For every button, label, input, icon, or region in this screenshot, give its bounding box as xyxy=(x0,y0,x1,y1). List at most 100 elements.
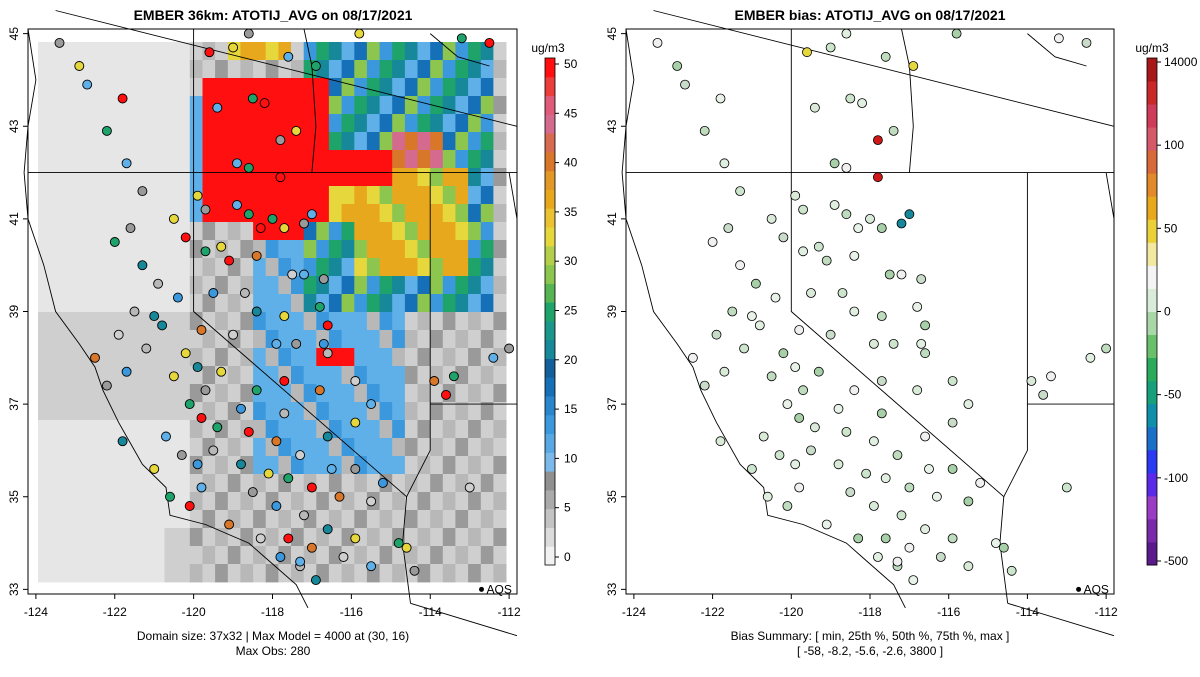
grid-cell xyxy=(88,330,102,349)
grid-cell xyxy=(328,258,342,277)
grid-cell xyxy=(76,294,90,313)
site-marker xyxy=(168,371,179,382)
bias-sites xyxy=(652,28,1111,585)
grid-cell xyxy=(265,276,279,295)
grid-cell xyxy=(366,222,380,241)
grid-cell xyxy=(50,78,64,97)
grid-cell xyxy=(468,114,482,133)
grid-cell xyxy=(278,204,292,223)
grid-cell xyxy=(354,438,368,457)
grid-cell xyxy=(139,294,153,313)
grid-cell xyxy=(38,366,52,385)
grid-cell xyxy=(404,510,418,529)
grid-cell xyxy=(189,564,203,583)
grid-cell xyxy=(392,384,406,403)
colorbar-swatch xyxy=(545,471,555,491)
colorbar-swatch xyxy=(545,170,555,190)
grid-cell xyxy=(303,384,317,403)
bias-site-marker xyxy=(825,329,836,340)
grid-cell xyxy=(278,78,292,97)
bias-site-marker xyxy=(735,260,745,271)
grid-cell xyxy=(493,114,507,133)
grid-cell xyxy=(126,474,140,493)
grid-cell xyxy=(63,474,77,493)
bias-site-marker xyxy=(998,542,1009,553)
grid-cell xyxy=(151,438,165,457)
bias-site-marker xyxy=(916,338,927,349)
grid-cell xyxy=(253,420,267,439)
site-marker xyxy=(224,519,235,530)
grid-cell xyxy=(392,456,406,475)
grid-cell xyxy=(139,276,153,295)
x-tick-label: -122 xyxy=(103,605,127,619)
grid-cell xyxy=(88,420,102,439)
grid-cell xyxy=(215,150,229,169)
grid-cell xyxy=(189,240,203,259)
grid-cell xyxy=(215,492,229,511)
grid-cell xyxy=(139,384,153,403)
bias-site-marker xyxy=(770,292,781,303)
colorbar-swatch xyxy=(1147,127,1157,151)
bias-site-marker xyxy=(841,28,852,39)
grid-cell xyxy=(38,510,52,529)
x-tick-label: -120 xyxy=(182,605,206,619)
grid-cell xyxy=(480,96,494,115)
colorbar-tick-label: 35 xyxy=(564,205,578,219)
grid-cell xyxy=(113,402,127,421)
grid-cell xyxy=(240,564,254,583)
bias-site-marker xyxy=(845,93,856,104)
grid-cell xyxy=(177,546,191,565)
grid-cell xyxy=(291,78,305,97)
grid-cell xyxy=(430,546,444,565)
grid-cell xyxy=(468,186,482,205)
grid-cell xyxy=(303,132,317,151)
site-marker xyxy=(82,79,93,90)
grid-cell xyxy=(113,348,127,367)
grid-cell xyxy=(76,222,90,241)
grid-cell xyxy=(38,564,52,583)
grid-cell xyxy=(442,564,456,583)
grid-cell xyxy=(227,546,241,565)
x-tick-label: -114 xyxy=(419,605,442,619)
grid-cell xyxy=(379,186,393,205)
grid-cell xyxy=(189,204,203,223)
site-marker xyxy=(275,135,286,146)
grid-cell xyxy=(76,312,90,331)
site-marker xyxy=(279,376,290,386)
grid-cell xyxy=(88,474,102,493)
site-marker xyxy=(129,306,140,317)
bias-site-marker xyxy=(869,338,879,349)
grid-cell xyxy=(328,168,342,187)
site-marker xyxy=(216,241,227,252)
grid-cell xyxy=(202,492,216,511)
grid-cell xyxy=(278,150,292,169)
grid-cell xyxy=(139,402,153,421)
colorbar-swatch xyxy=(545,245,555,266)
grid-cell xyxy=(366,204,380,223)
grid-cell xyxy=(63,312,77,331)
grid-cell xyxy=(404,420,418,439)
x-tick-label: -120 xyxy=(779,605,803,619)
right-chart-title: EMBER bias: ATOTIJ_AVG on 08/17/2021 xyxy=(734,7,1005,23)
site-marker xyxy=(243,28,254,39)
grid-cell xyxy=(202,564,216,583)
grid-cell xyxy=(253,348,267,367)
colorbar-swatch xyxy=(545,320,555,341)
site-marker xyxy=(180,232,191,243)
colorbar-swatch xyxy=(1147,311,1157,335)
left-footer-line-1: Domain size: 37x32 | Max Model = 4000 at… xyxy=(137,629,409,643)
grid-cell xyxy=(88,258,102,277)
grid-cell xyxy=(76,132,90,151)
bias-site-marker xyxy=(778,348,789,359)
grid-cell xyxy=(50,366,64,385)
grid-cell xyxy=(278,492,292,511)
grid-cell xyxy=(291,384,305,403)
grid-cell xyxy=(303,168,317,187)
site-marker xyxy=(279,223,290,234)
grid-cell xyxy=(253,204,267,223)
grid-cell xyxy=(417,348,431,367)
grid-cell xyxy=(126,348,140,367)
grid-cell xyxy=(430,186,444,205)
grid-cell xyxy=(442,330,456,349)
grid-cell xyxy=(480,132,494,151)
